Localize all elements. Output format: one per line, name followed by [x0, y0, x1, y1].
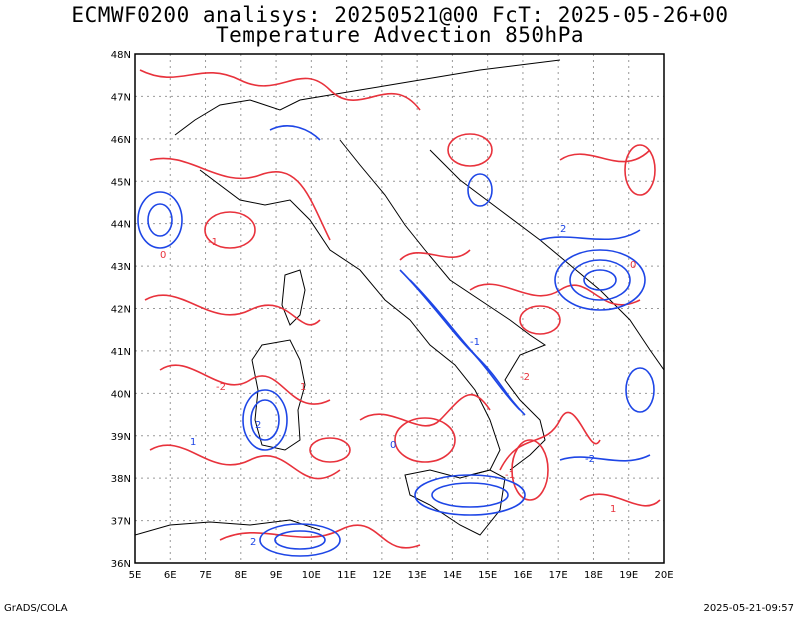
contour-value-label: 1 [190, 437, 196, 448]
lon-tick-label: 19E [619, 570, 638, 581]
lon-tick-label: 12E [372, 570, 391, 581]
warm-advection-contours [139, 69, 661, 549]
contour-labels: -1 -2 1 2 0 -1 -2 1 2 0 -1 -2 1 2 0 [160, 224, 636, 548]
contour-value-label: 0 [390, 440, 396, 451]
footer-left: GrADS/COLA [4, 603, 68, 614]
contour-value-label: -1 [208, 237, 218, 248]
cold-advection-contours [137, 125, 655, 557]
lat-tick-label: 42N [111, 305, 131, 316]
lat-tick-label: 41N [111, 347, 131, 358]
lon-tick-label: 15E [478, 570, 497, 581]
lat-tick-label: 48N [111, 50, 131, 61]
lat-tick-label: 37N [111, 517, 131, 528]
lat-tick-label: 46N [111, 135, 131, 146]
footer-right: 2025-05-21-09:57 [703, 603, 794, 614]
coastline-layer [135, 59, 664, 536]
contour-value-label: 2 [250, 537, 256, 548]
italy-west-coast [199, 169, 501, 476]
contour-value-label: -2 [520, 372, 530, 383]
lon-tick-label: 11E [337, 570, 356, 581]
lat-tick-label: 38N [111, 474, 131, 485]
lon-tick-label: 5E [129, 570, 142, 581]
lon-tick-label: 7E [199, 570, 212, 581]
lat-tick-label: 40N [111, 389, 131, 400]
sicily [404, 469, 506, 536]
contour-value-label: 2 [560, 224, 566, 235]
contour-value-label: -1 [505, 470, 515, 481]
map-title: ECMWF0200 analisys: 20250521@00 FcT: 202… [71, 3, 729, 27]
contour-value-label: 1 [300, 382, 306, 393]
lat-tick-label: 39N [111, 432, 131, 443]
contour-value-label: 2 [255, 420, 261, 431]
map-frame [134, 53, 665, 564]
lat-tick-label: 45N [111, 177, 131, 188]
contour-value-label: -2 [585, 454, 595, 465]
axis-labels: 5E 6E 7E 8E 9E 10E 11E 12E 13E 14E 15E 16E 17E 18E 19E… [111, 50, 674, 581]
balkan-coast [429, 149, 664, 371]
corsica [281, 269, 306, 326]
lon-tick-label: 18E [584, 570, 603, 581]
alps-border [174, 59, 561, 136]
lat-tick-label: 44N [111, 220, 131, 231]
lon-tick-label: 17E [549, 570, 568, 581]
contour-value-label: -2 [216, 382, 226, 393]
lon-tick-label: 13E [408, 570, 427, 581]
sardinia [251, 339, 306, 451]
contour-value-label: 0 [160, 250, 166, 261]
map-subtitle: Temperature Advection 850hPa [215, 23, 584, 47]
north-africa-coast [135, 519, 321, 536]
contour-value-label: -1 [470, 337, 480, 348]
lon-tick-label: 14E [443, 570, 462, 581]
italy-east-coast [339, 139, 547, 471]
lon-tick-label: 16E [513, 570, 532, 581]
lat-tick-label: 36N [111, 559, 131, 570]
lon-tick-label: 6E [164, 570, 177, 581]
lon-tick-label: 8E [234, 570, 247, 581]
lon-tick-label: 10E [302, 570, 321, 581]
contour-value-label: 1 [610, 504, 616, 515]
graticule [135, 54, 664, 563]
lat-tick-label: 43N [111, 262, 131, 273]
contour-value-label: 0 [630, 260, 636, 271]
lon-tick-label: 20E [654, 570, 673, 581]
lon-tick-label: 9E [270, 570, 283, 581]
lat-tick-label: 47N [111, 92, 131, 103]
